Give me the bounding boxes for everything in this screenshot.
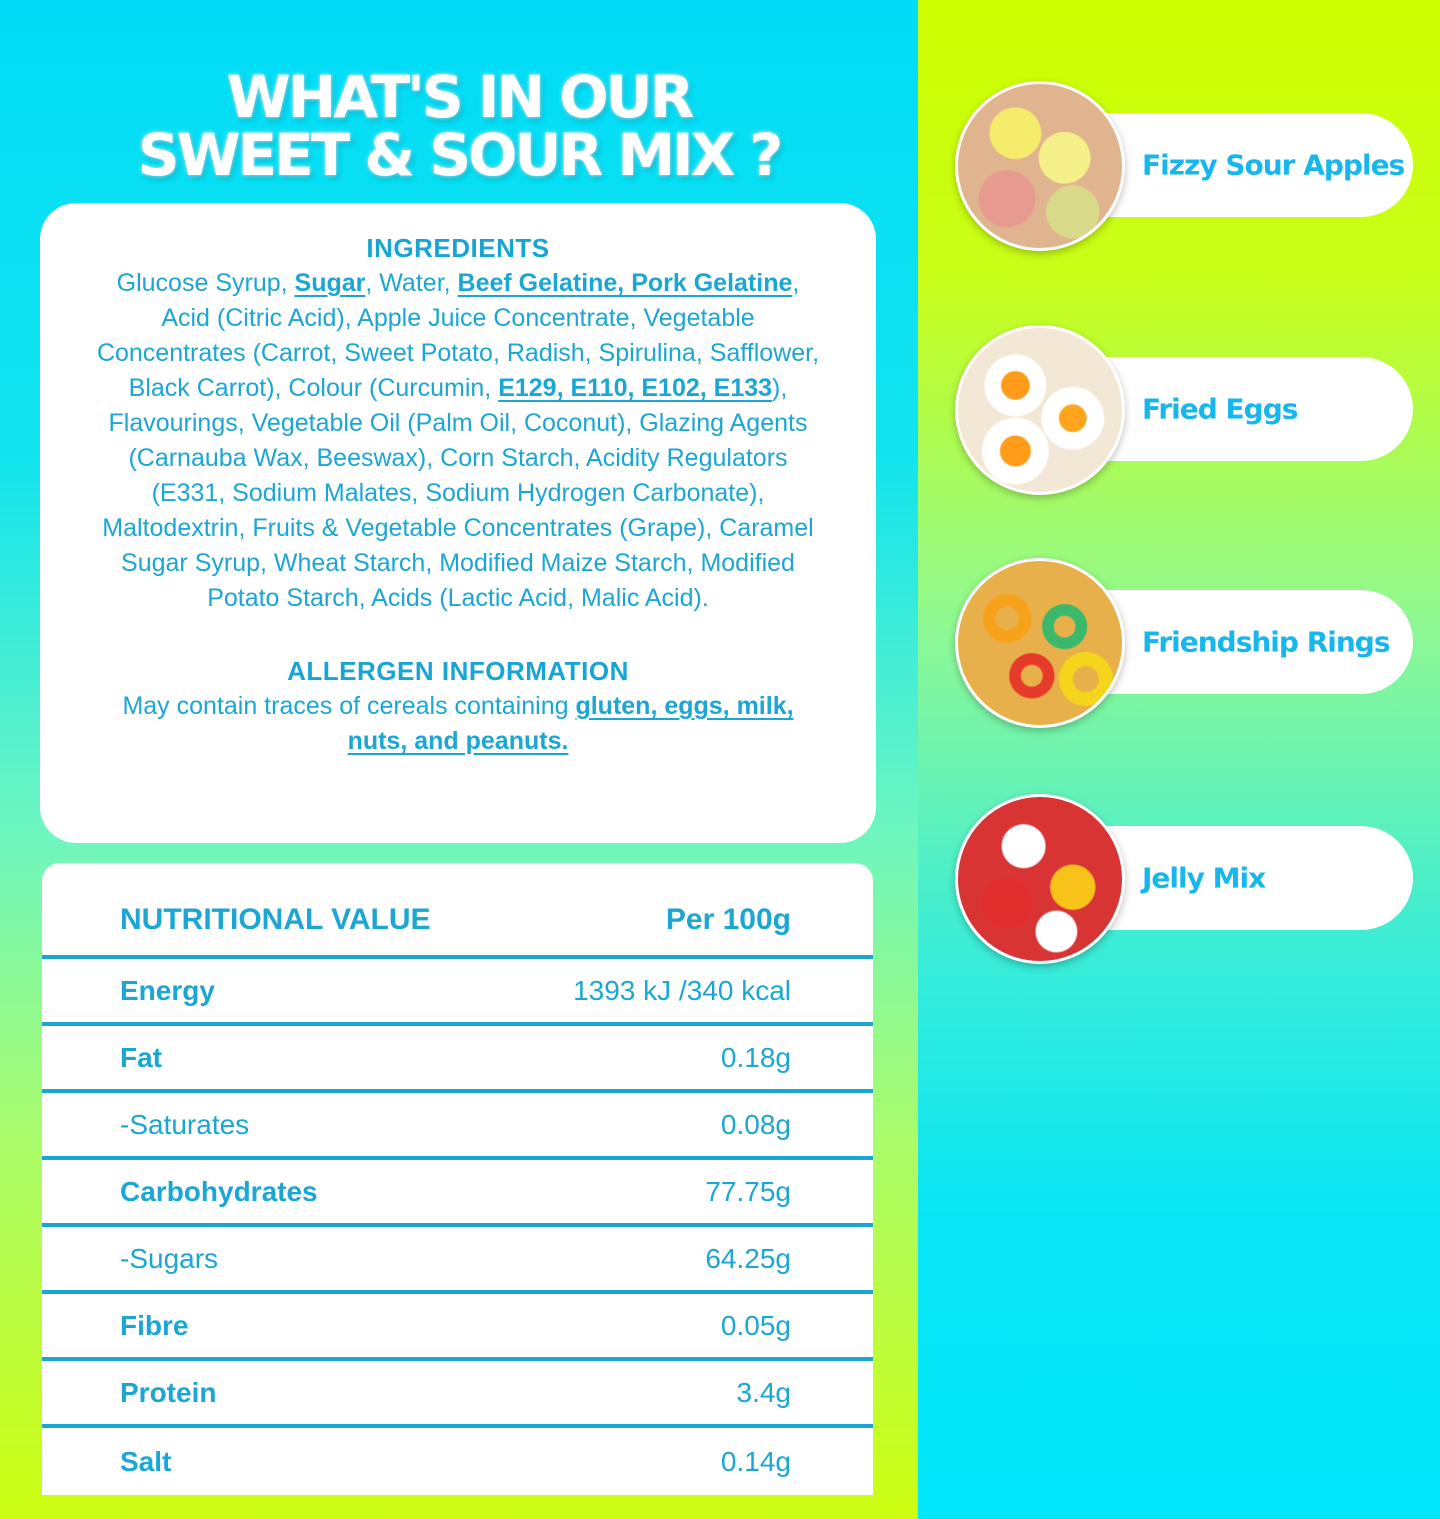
highlighted-allergen: E129, E110, E102, E133 bbox=[498, 374, 773, 402]
nutrient-label: Carbohydrates bbox=[120, 1175, 318, 1207]
nutrient-label: Energy bbox=[120, 974, 215, 1006]
highlighted-allergen: Beef Gelatine, Pork Gelatine bbox=[457, 269, 793, 297]
product-name: Friendship Rings bbox=[1142, 625, 1390, 659]
nutrient-value: 0.08g bbox=[720, 1108, 791, 1140]
nutrient-value: 64.25g bbox=[705, 1242, 791, 1274]
nutrient-label: Protein bbox=[120, 1376, 217, 1408]
nutrition-row: Fibre 0.05g bbox=[42, 1294, 873, 1361]
nutrient-value: 0.05g bbox=[720, 1309, 791, 1341]
text-segment: ), Flavourings, Vegetable Oil (Palm Oil,… bbox=[102, 374, 814, 612]
nutrient-value: 0.14g bbox=[720, 1445, 791, 1477]
nutrient-label: -Sugars bbox=[120, 1242, 219, 1274]
right-panel bbox=[918, 0, 1440, 1519]
title-line-1: WHAT'S IN OUR bbox=[226, 63, 695, 131]
highlighted-allergen: Sugar bbox=[294, 269, 366, 297]
nutrition-row: -Sugars 64.25g bbox=[42, 1227, 873, 1294]
product-name: Fizzy Sour Apples bbox=[1142, 148, 1405, 182]
highlighted-allergen: gluten, eggs, milk, nuts, and peanuts. bbox=[347, 692, 794, 755]
text-segment: , Acid (Citric Acid), Apple Juice Concen… bbox=[96, 269, 820, 402]
nutrient-label: Salt bbox=[120, 1445, 172, 1477]
nutrient-label: -Saturates bbox=[120, 1108, 250, 1140]
text-segment: Glucose Syrup, bbox=[116, 269, 295, 297]
allergen-text: May contain traces of cereals containing… bbox=[40, 689, 876, 759]
product-name: Fried Eggs bbox=[1142, 392, 1298, 426]
nutrition-header-label: NUTRITIONAL VALUE bbox=[120, 903, 431, 936]
text-segment: May contain traces of cereals containing bbox=[122, 692, 576, 720]
jelly-mix-photo bbox=[955, 794, 1125, 964]
ingredients-text: Glucose Syrup, Sugar, Water, Beef Gelati… bbox=[40, 266, 876, 616]
nutrition-header-value: Per 100g bbox=[665, 903, 791, 936]
product-name: Jelly Mix bbox=[1142, 861, 1266, 895]
nutrient-label: Fibre bbox=[120, 1309, 189, 1341]
nutrition-header: NUTRITIONAL VALUE Per 100g bbox=[42, 863, 873, 959]
nutrition-row: Energy 1393 kJ /340 kcal bbox=[42, 959, 873, 1026]
nutrition-row: Carbohydrates 77.75g bbox=[42, 1160, 873, 1227]
nutrient-value: 3.4g bbox=[736, 1376, 792, 1408]
page-title: WHAT'S IN OUR SWEET & SOUR MIX ? bbox=[0, 68, 918, 184]
fizzy-sour-apples-photo bbox=[955, 81, 1125, 251]
ingredients-card: INGREDIENTS Glucose Syrup, Sugar, Water,… bbox=[40, 203, 876, 843]
nutrient-value: 1393 kJ /340 kcal bbox=[573, 974, 791, 1006]
friendship-rings-photo bbox=[955, 558, 1125, 728]
nutrition-row: Fat 0.18g bbox=[42, 1026, 873, 1093]
fried-eggs-photo bbox=[955, 325, 1125, 495]
nutrient-value: 77.75g bbox=[705, 1175, 791, 1207]
nutrient-label: Fat bbox=[120, 1041, 162, 1073]
nutrition-row: -Saturates 0.08g bbox=[42, 1093, 873, 1160]
nutrition-row: Protein 3.4g bbox=[42, 1361, 873, 1428]
nutrition-table: NUTRITIONAL VALUE Per 100g Energy 1393 kJ… bbox=[42, 863, 873, 1495]
text-segment: , Water, bbox=[365, 269, 458, 297]
nutrient-value: 0.18g bbox=[720, 1041, 791, 1073]
allergen-heading: ALLERGEN INFORMATION bbox=[287, 656, 629, 686]
title-line-2: SWEET & SOUR MIX ? bbox=[137, 121, 783, 189]
ingredients-heading: INGREDIENTS bbox=[366, 233, 550, 263]
nutrition-row: Salt 0.14g bbox=[42, 1428, 873, 1495]
